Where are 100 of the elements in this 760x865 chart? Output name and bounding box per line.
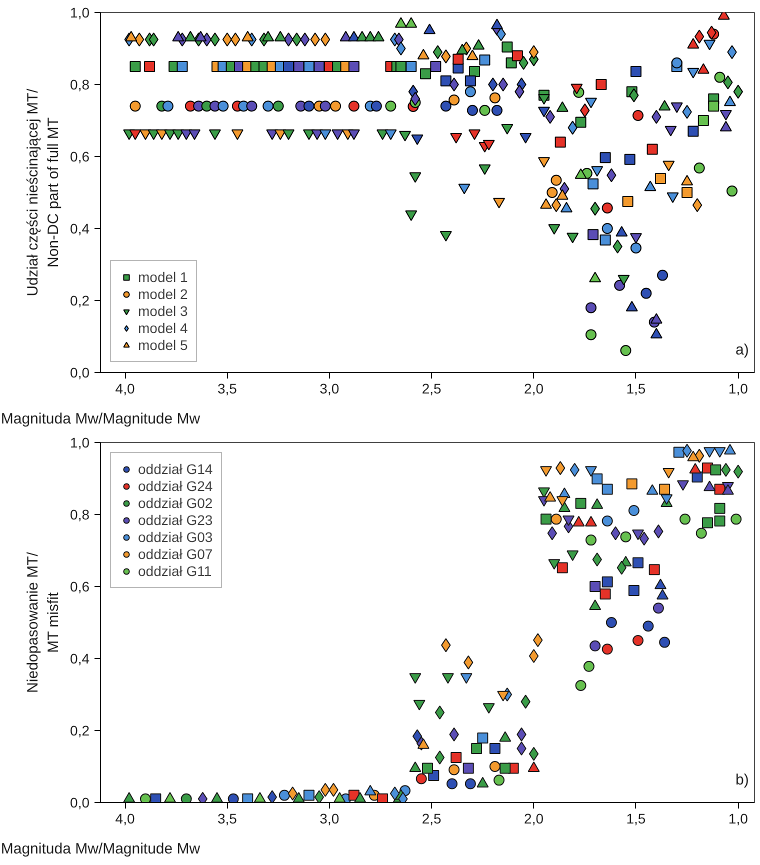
point	[550, 514, 562, 525]
y-tick-label: 0,4	[70, 650, 90, 666]
point	[546, 187, 558, 198]
point	[409, 761, 422, 772]
point	[319, 129, 332, 140]
point	[680, 514, 691, 525]
point	[640, 288, 652, 299]
point	[448, 764, 460, 776]
point	[710, 464, 722, 476]
point	[602, 576, 613, 588]
y-tick-label: 0,2	[70, 722, 90, 738]
point	[440, 100, 452, 112]
point	[134, 32, 144, 46]
point	[278, 790, 290, 801]
point	[642, 620, 654, 632]
legend-label: oddział G23	[138, 512, 213, 528]
point	[210, 792, 223, 802]
point	[592, 552, 602, 566]
point	[417, 738, 430, 749]
point	[632, 557, 644, 568]
point	[590, 581, 601, 592]
point	[618, 274, 630, 286]
point	[406, 61, 417, 72]
legend-label: model 2	[138, 286, 188, 302]
point	[516, 742, 526, 756]
point	[714, 515, 726, 526]
point	[452, 54, 464, 65]
point	[254, 792, 266, 802]
point	[694, 162, 705, 174]
point	[479, 54, 490, 66]
x-tick-label: 2,0	[524, 380, 544, 396]
point	[162, 100, 174, 112]
point	[130, 100, 141, 112]
point	[551, 198, 562, 212]
point	[123, 792, 136, 802]
point	[500, 762, 511, 774]
point	[409, 172, 422, 183]
point	[218, 100, 229, 112]
point	[477, 732, 488, 744]
point	[714, 502, 726, 514]
point	[284, 32, 294, 46]
point	[692, 198, 702, 212]
point	[528, 648, 539, 663]
point	[696, 528, 707, 539]
point	[466, 104, 478, 116]
point	[654, 172, 666, 184]
point	[303, 790, 314, 801]
point	[129, 129, 142, 140]
point	[566, 232, 579, 244]
point	[554, 136, 566, 148]
point	[630, 66, 642, 78]
point	[440, 75, 452, 86]
point	[494, 774, 505, 786]
point	[288, 786, 298, 800]
point	[468, 129, 481, 140]
point	[458, 184, 470, 194]
point	[512, 50, 523, 62]
point	[656, 589, 669, 600]
point	[544, 491, 556, 502]
legend-label: oddział G14	[138, 461, 213, 477]
point	[479, 104, 490, 116]
point	[222, 32, 232, 46]
point	[556, 562, 568, 574]
point	[130, 61, 141, 72]
point	[570, 84, 583, 94]
point	[314, 790, 324, 802]
point	[714, 72, 726, 83]
point	[450, 752, 462, 763]
point	[320, 32, 330, 46]
y-tick-label: 0,6	[70, 578, 90, 594]
y-tick-label: 0,2	[70, 292, 90, 308]
point	[624, 154, 636, 165]
point	[588, 178, 599, 190]
point	[499, 731, 512, 742]
point	[464, 86, 476, 98]
point	[585, 98, 597, 108]
point	[422, 762, 433, 774]
point	[228, 793, 239, 802]
legend-label: oddział G11	[138, 563, 212, 579]
point	[303, 61, 314, 72]
point	[230, 32, 240, 46]
x-tick-label: 3,5	[217, 380, 238, 396]
annotation: a)	[736, 342, 749, 358]
legend-label: model 4	[138, 320, 188, 336]
point	[208, 129, 221, 140]
point	[694, 30, 704, 44]
point	[231, 129, 244, 140]
point	[448, 94, 460, 106]
point	[502, 42, 513, 53]
point	[586, 329, 596, 340]
y-tick-label: 0,8	[70, 506, 90, 522]
x-tick-label: 4,0	[115, 380, 135, 396]
point	[399, 130, 412, 142]
point	[434, 706, 445, 720]
point	[688, 126, 699, 137]
point	[410, 92, 420, 106]
point	[267, 790, 278, 802]
point	[648, 564, 660, 576]
y-tick-label: 1,0	[70, 4, 90, 20]
point	[501, 124, 514, 135]
